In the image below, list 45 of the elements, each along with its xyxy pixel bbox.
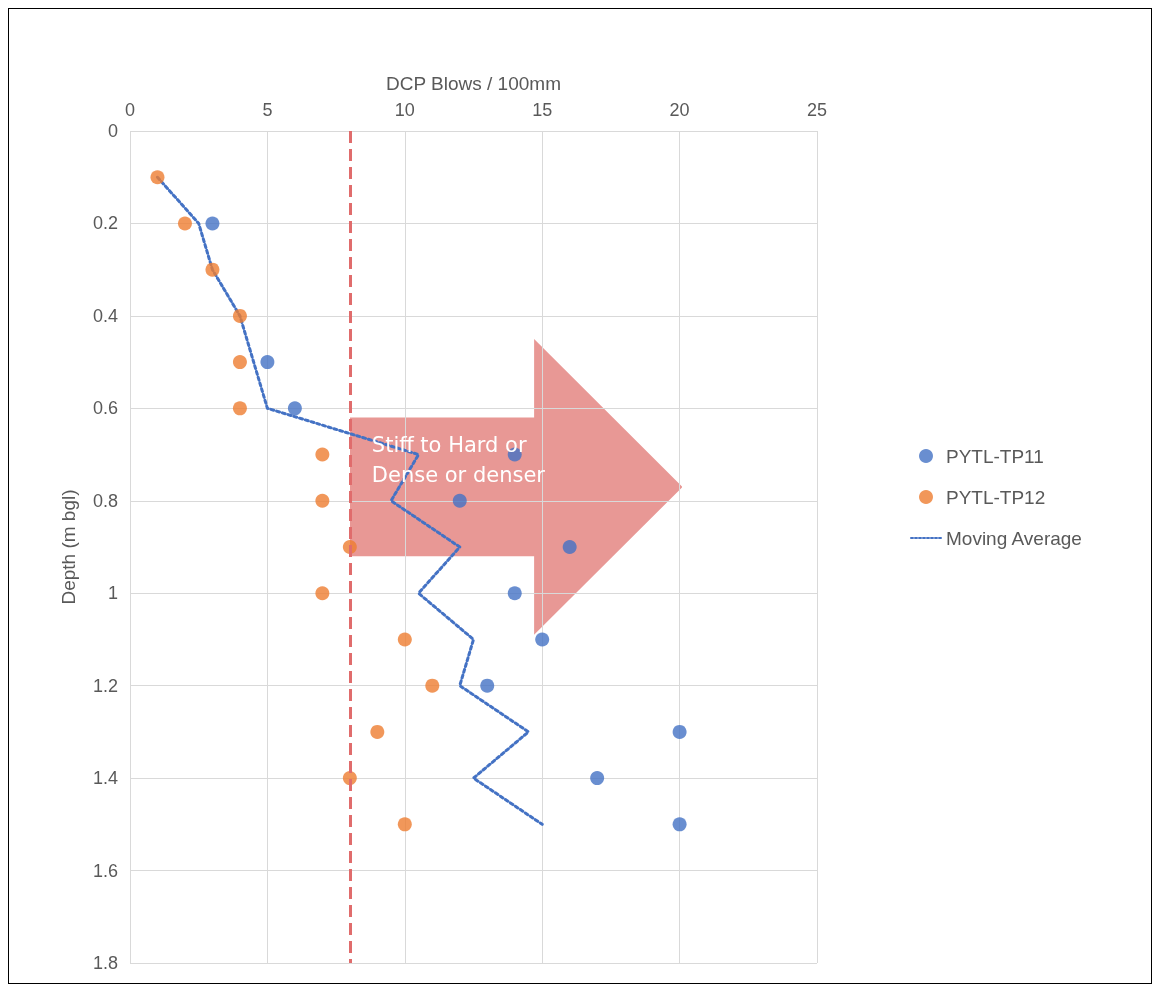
point: [315, 493, 330, 508]
y-tick-label: 1.6: [92, 860, 118, 881]
point: [397, 632, 412, 647]
point: [315, 447, 330, 462]
point: [590, 771, 605, 786]
y-axis-title: Depth (m bgl): [58, 489, 79, 605]
point: [672, 817, 687, 832]
y-tick-label: 1.2: [92, 675, 118, 696]
y-tick-label: 1: [107, 583, 118, 604]
point: [232, 401, 247, 416]
x-tick-label: 15: [532, 100, 553, 120]
point: [177, 216, 192, 231]
point: [562, 540, 577, 554]
x-tick-label: 20: [669, 100, 690, 120]
point: [507, 586, 522, 601]
point: [205, 262, 220, 277]
legend-label: PYTL-TP11: [946, 445, 1044, 467]
point: [452, 493, 467, 508]
y-tick-label: 1.8: [92, 953, 118, 973]
point: [480, 678, 495, 693]
point: [232, 355, 247, 370]
y-tick-label: 0: [107, 121, 118, 141]
point: [287, 401, 302, 416]
point: [397, 817, 412, 832]
y-tick-label: 0.6: [92, 398, 118, 419]
x-tick-label: 0: [124, 100, 136, 120]
legend-label: Moving Average: [946, 527, 1082, 549]
x-tick-label: 25: [806, 100, 828, 120]
point: [232, 308, 247, 323]
point: [260, 355, 275, 370]
point: [370, 724, 385, 739]
x-tick-label: 10: [394, 100, 415, 120]
x-axis-title: DCP Blows / 100mm: [386, 73, 561, 94]
y-tick-label: 1.4: [92, 768, 118, 789]
y-tick-label: 0.4: [92, 305, 118, 326]
y-tick-label: 0.2: [92, 213, 118, 234]
legend-label: PYTL-TP12: [946, 486, 1046, 508]
point: [205, 216, 220, 231]
point: [315, 586, 330, 601]
x-tick-label: 5: [262, 100, 273, 120]
point: [672, 724, 687, 739]
y-tick-label: 0.8: [92, 490, 118, 511]
point: [150, 170, 165, 185]
point: [535, 632, 550, 647]
point: [425, 678, 440, 693]
